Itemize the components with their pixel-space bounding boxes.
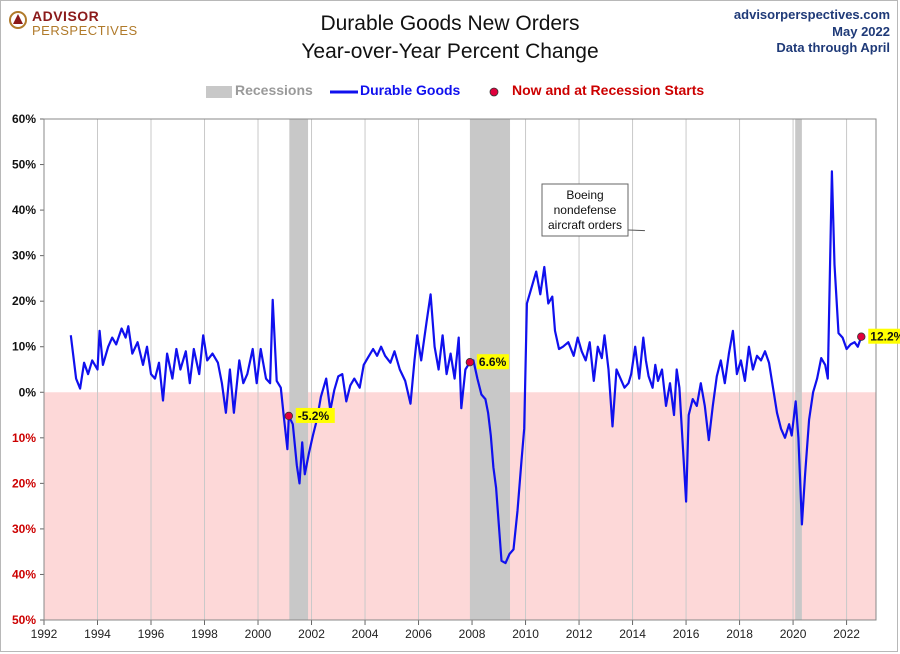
x-tick-label: 2006 [405, 627, 432, 641]
y-tick-label: 10% [12, 431, 36, 445]
recession-band-2 [795, 119, 802, 620]
series-line-durable-goods [69, 170, 863, 565]
y-tick-label: 30% [12, 522, 36, 536]
x-tick-label: 2010 [512, 627, 539, 641]
source-note: Data through April [776, 40, 890, 55]
point-label-bg [476, 354, 509, 370]
y-tick-label: 40% [12, 567, 36, 581]
recession-band-0 [289, 119, 309, 620]
y-tick-label: 50% [12, 613, 36, 627]
point-label: 12.2% [870, 330, 900, 344]
negative-zone [44, 392, 876, 620]
highlight-point [857, 332, 866, 341]
legend-recession-swatch [206, 86, 232, 98]
y-tick-label: 20% [12, 476, 36, 490]
x-tick-label: 1998 [191, 627, 218, 641]
x-tick-label: 1996 [138, 627, 165, 641]
y-tick-label: 40% [12, 203, 36, 217]
legend-points-label: Now and at Recession Starts [512, 82, 705, 98]
x-tick-label: 2020 [780, 627, 807, 641]
highlight-point [465, 358, 475, 367]
x-tick-label: 2000 [245, 627, 272, 641]
point-label-bg [295, 407, 335, 423]
x-tick-label: 2018 [726, 627, 753, 641]
y-tick-label: 30% [12, 249, 36, 263]
y-tick-label: 20% [12, 294, 36, 308]
recession-band-1 [469, 119, 511, 620]
x-tick-label: 1994 [84, 627, 111, 641]
legend: Recessions Durable Goods Now and at Rece… [0, 80, 900, 102]
y-tick-label: 10% [12, 340, 36, 354]
x-tick-label: 2016 [673, 627, 700, 641]
x-tick-label: 2002 [298, 627, 325, 641]
x-tick-label: 2012 [566, 627, 593, 641]
point-label-bg [868, 328, 900, 344]
annotation-leader [627, 229, 645, 232]
annotation-text: Boeing [566, 188, 603, 202]
logo-text-top: ADVISOR [32, 8, 100, 24]
y-tick-label: 50% [12, 158, 36, 172]
highlight-point [284, 411, 293, 421]
advisor-perspectives-logo: ADVISOR PERSPECTIVES [6, 6, 176, 38]
point-label: -5.2% [298, 409, 330, 423]
plot-border [43, 118, 877, 621]
y-tick-label: 0% [19, 385, 37, 399]
source-date: May 2022 [832, 24, 890, 39]
legend-line-swatch [330, 90, 358, 94]
annotation-text: aircraft orders [548, 218, 622, 232]
point-label: 6.6% [479, 355, 507, 369]
legend-point-swatch [489, 87, 499, 97]
x-tick-label: 1992 [31, 627, 58, 641]
annotation-text: nondefense [554, 203, 617, 217]
x-tick-label: 2022 [833, 627, 860, 641]
source-site: advisorperspectives.com [733, 7, 890, 22]
y-tick-label: 60% [12, 112, 36, 126]
x-tick-label: 2004 [352, 627, 379, 641]
legend-recessions-label: Recessions [235, 82, 313, 98]
logo-text-bottom: PERSPECTIVES [32, 23, 138, 38]
chart-subtitle: Year-over-Year Percent Change [301, 40, 599, 63]
x-tick-label: 2014 [619, 627, 646, 641]
annotation-box [541, 183, 629, 237]
legend-durable-goods-label: Durable Goods [360, 82, 461, 98]
logo-mark-icon [9, 11, 27, 29]
chart-title: Durable Goods New Orders [320, 12, 580, 35]
x-tick-label: 2008 [459, 627, 486, 641]
